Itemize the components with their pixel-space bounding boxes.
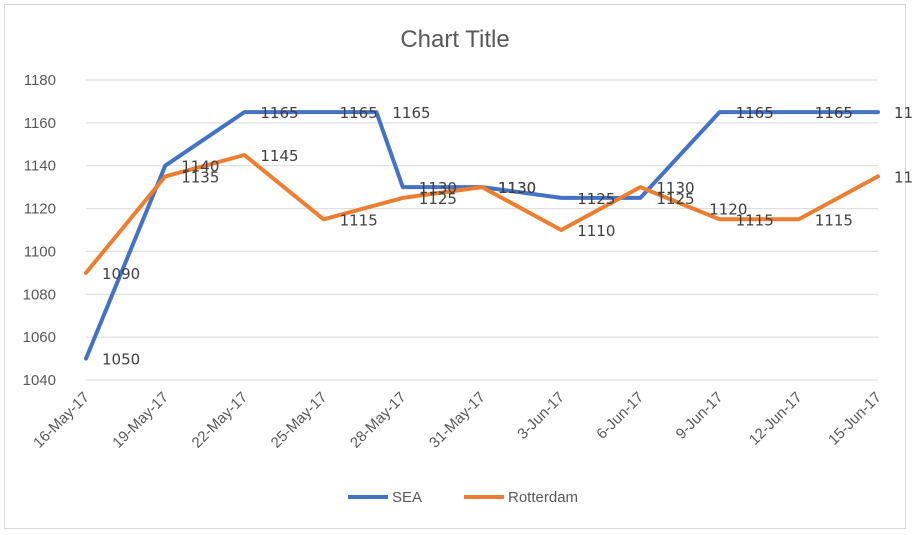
x-tick-label: 15-Jun-17 [825, 389, 885, 449]
data-label: 1090 [102, 265, 140, 283]
data-label: 1125 [419, 190, 457, 208]
x-tick-label: 3-Jun-17 [514, 389, 568, 443]
data-label: 1130 [498, 179, 536, 197]
x-tick-label: 12-Jun-17 [746, 389, 806, 449]
x-axis-ticks: 16-May-17 19-May-17 22-May-17 25-May-17 28-M… [30, 389, 885, 452]
x-tick-label: 9-Jun-17 [673, 389, 727, 443]
data-label: 1110 [577, 222, 615, 240]
data-label: 1115 [340, 211, 378, 229]
data-label: 1130 [419, 179, 457, 197]
chart-title: Chart Title [400, 26, 509, 53]
data-label: 1050 [102, 351, 140, 369]
series-lines [84, 110, 880, 361]
x-tick-label: 25-May-17 [268, 389, 331, 452]
data-label: 1165 [815, 104, 853, 122]
series-line-rotterdam [84, 153, 880, 275]
gridlines [86, 79, 878, 381]
y-tick-label: 1180 [24, 72, 56, 89]
y-tick-label: 1140 [24, 158, 56, 175]
data-label: 1130 [498, 179, 536, 197]
series-line-sea [84, 110, 880, 361]
x-tick-label: 6-Jun-17 [593, 389, 647, 443]
data-label: 1130 [656, 179, 694, 197]
data-label: 1115 [815, 211, 853, 229]
y-tick-label: 1100 [24, 243, 56, 260]
y-tick-label: 1120 [24, 201, 56, 218]
x-tick-label: 19-May-17 [109, 389, 172, 452]
data-label: 1165 [392, 104, 430, 122]
x-tick-label: 31-May-17 [426, 389, 489, 452]
data-label: 1120 [709, 201, 747, 219]
data-label: 1135 [181, 168, 219, 186]
data-label: 1140 [181, 158, 219, 176]
y-tick-label: 1040 [23, 372, 56, 389]
legend-label: SEA [392, 489, 422, 506]
x-tick-label: 28-May-17 [347, 389, 410, 452]
y-tick-label: 1060 [23, 329, 56, 346]
legend: SEA Rotterdam [348, 489, 578, 506]
data-label: 1165 [894, 104, 912, 122]
data-label: 1145 [260, 147, 298, 165]
y-tick-label: 1080 [23, 286, 56, 303]
legend-label: Rotterdam [508, 489, 578, 506]
data-label: 1165 [340, 104, 378, 122]
y-tick-label: 1160 [24, 115, 56, 132]
chart-frame [4, 4, 906, 529]
data-label: 1125 [577, 190, 615, 208]
y-axis-ticks: 1040 1060 1080 1100 1120 1140 1160 1180 [23, 72, 56, 389]
data-label: 1165 [736, 104, 774, 122]
x-tick-label: 22-May-17 [189, 389, 252, 452]
data-label: 1115 [736, 211, 774, 229]
data-label: 1135 [894, 168, 912, 186]
x-tick-label: 16-May-17 [30, 389, 93, 452]
data-label: 1125 [656, 190, 694, 208]
data-label: 1165 [260, 104, 298, 122]
